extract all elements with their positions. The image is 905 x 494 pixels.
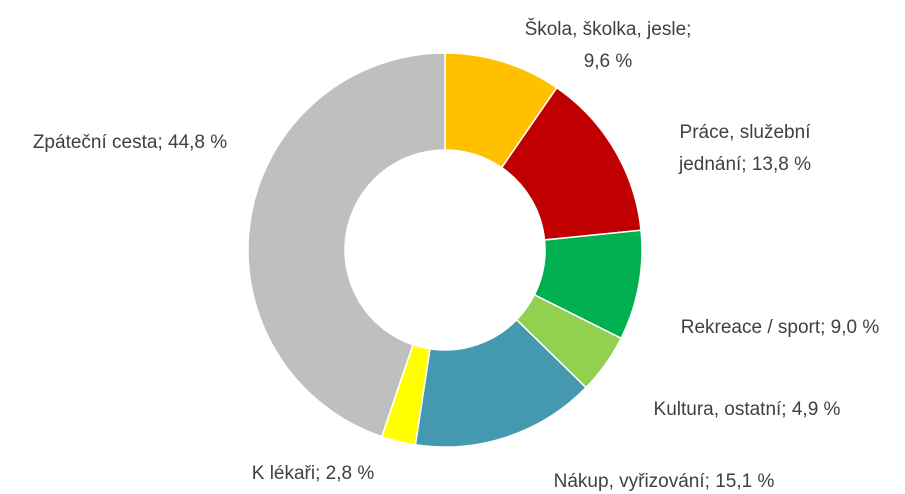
data-label: Práce, služební — [680, 122, 812, 143]
donut-slice — [247, 52, 446, 438]
data-label: Škola, školka, jesle; — [525, 18, 692, 40]
data-label: K lékaři; 2,8 % — [252, 463, 375, 484]
data-label: 9,6 % — [584, 51, 633, 72]
data-label: Kultura, ostatní; 4,9 % — [654, 399, 841, 420]
data-label: Nákup, vyřizování; 15,1 % — [554, 471, 775, 492]
data-label: Rekreace / sport; 9,0 % — [681, 317, 880, 338]
data-label: jednání; 13,8 % — [678, 154, 811, 175]
data-label: Zpáteční cesta; 44,8 % — [33, 132, 227, 153]
